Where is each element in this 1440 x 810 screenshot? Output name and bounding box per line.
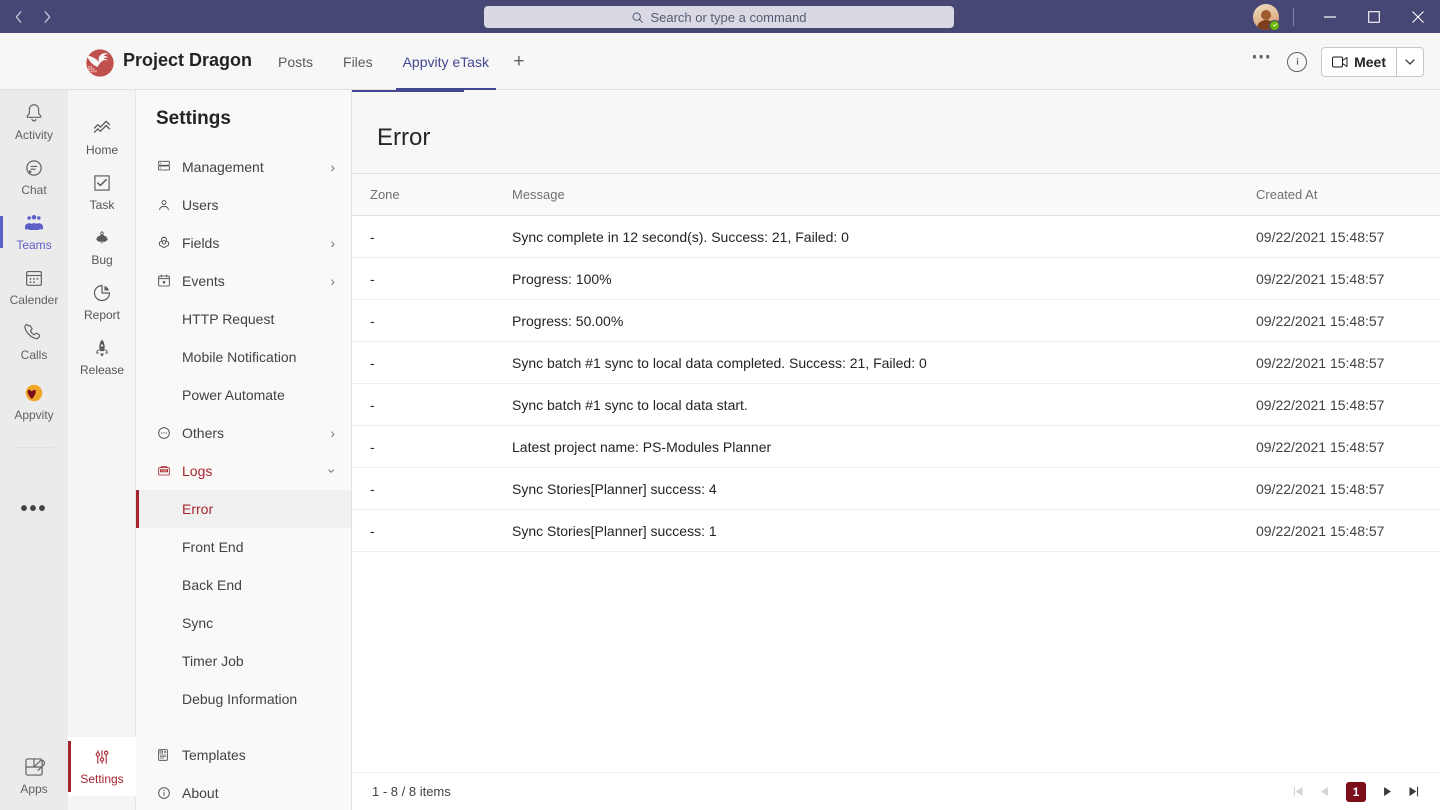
svg-text:LOG: LOG	[161, 469, 167, 473]
